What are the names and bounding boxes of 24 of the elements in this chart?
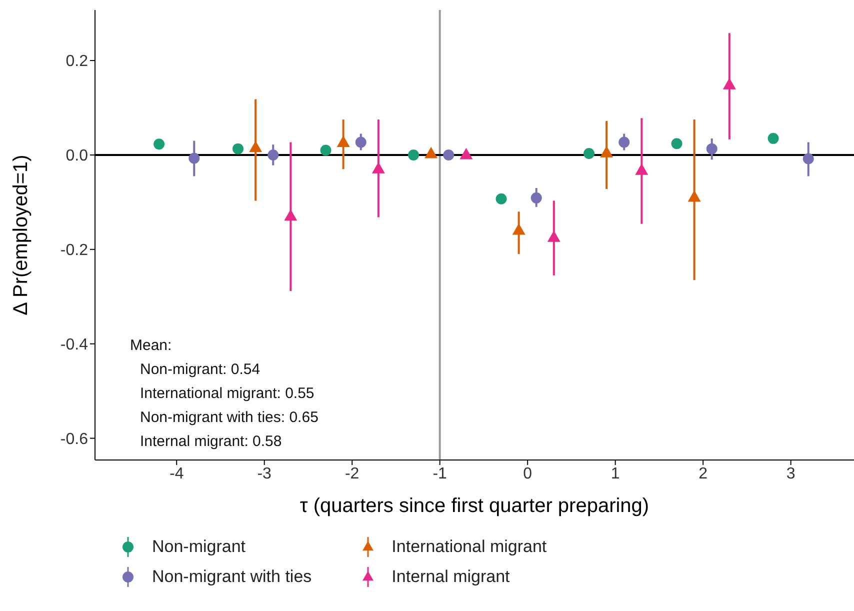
y-tick-label: -0.4: [60, 336, 88, 354]
x-tick-label: 1: [610, 465, 620, 482]
y-tick-label: 0.2: [66, 53, 88, 70]
legend-label: Internal migrant: [392, 567, 510, 587]
x-tick-label: -1: [432, 465, 448, 482]
annotation: Non-migrant with ties: 0.65: [139, 408, 318, 428]
x-tick-label: -2: [344, 465, 360, 482]
annotation: International migrant: 0.55: [139, 384, 316, 404]
x-axis-title: τ (quarters since first quarter preparing): [300, 495, 650, 517]
legend-label: Non-migrant: [152, 537, 246, 557]
y-tick-label: -0.2: [60, 242, 88, 260]
annotation: Non-migrant: 0.54: [139, 360, 262, 380]
annotation: Mean:: [130, 336, 173, 356]
x-tick-label: 3: [786, 465, 796, 482]
x-tick-label: -3: [257, 465, 272, 482]
x-tick-label: 2: [698, 465, 708, 482]
y-tick-label: 0.0: [66, 148, 88, 165]
legend-label: Non-migrant with ties: [152, 567, 312, 587]
x-tick-label: 0: [523, 465, 532, 482]
annotation: Internal migrant: 0.58: [139, 432, 283, 452]
y-tick-label: -0.6: [60, 430, 88, 448]
legend-label: International migrant: [392, 537, 547, 557]
y-axis-title: Δ Pr(employed=1): [10, 154, 32, 316]
x-tick-label: -4: [169, 465, 184, 482]
